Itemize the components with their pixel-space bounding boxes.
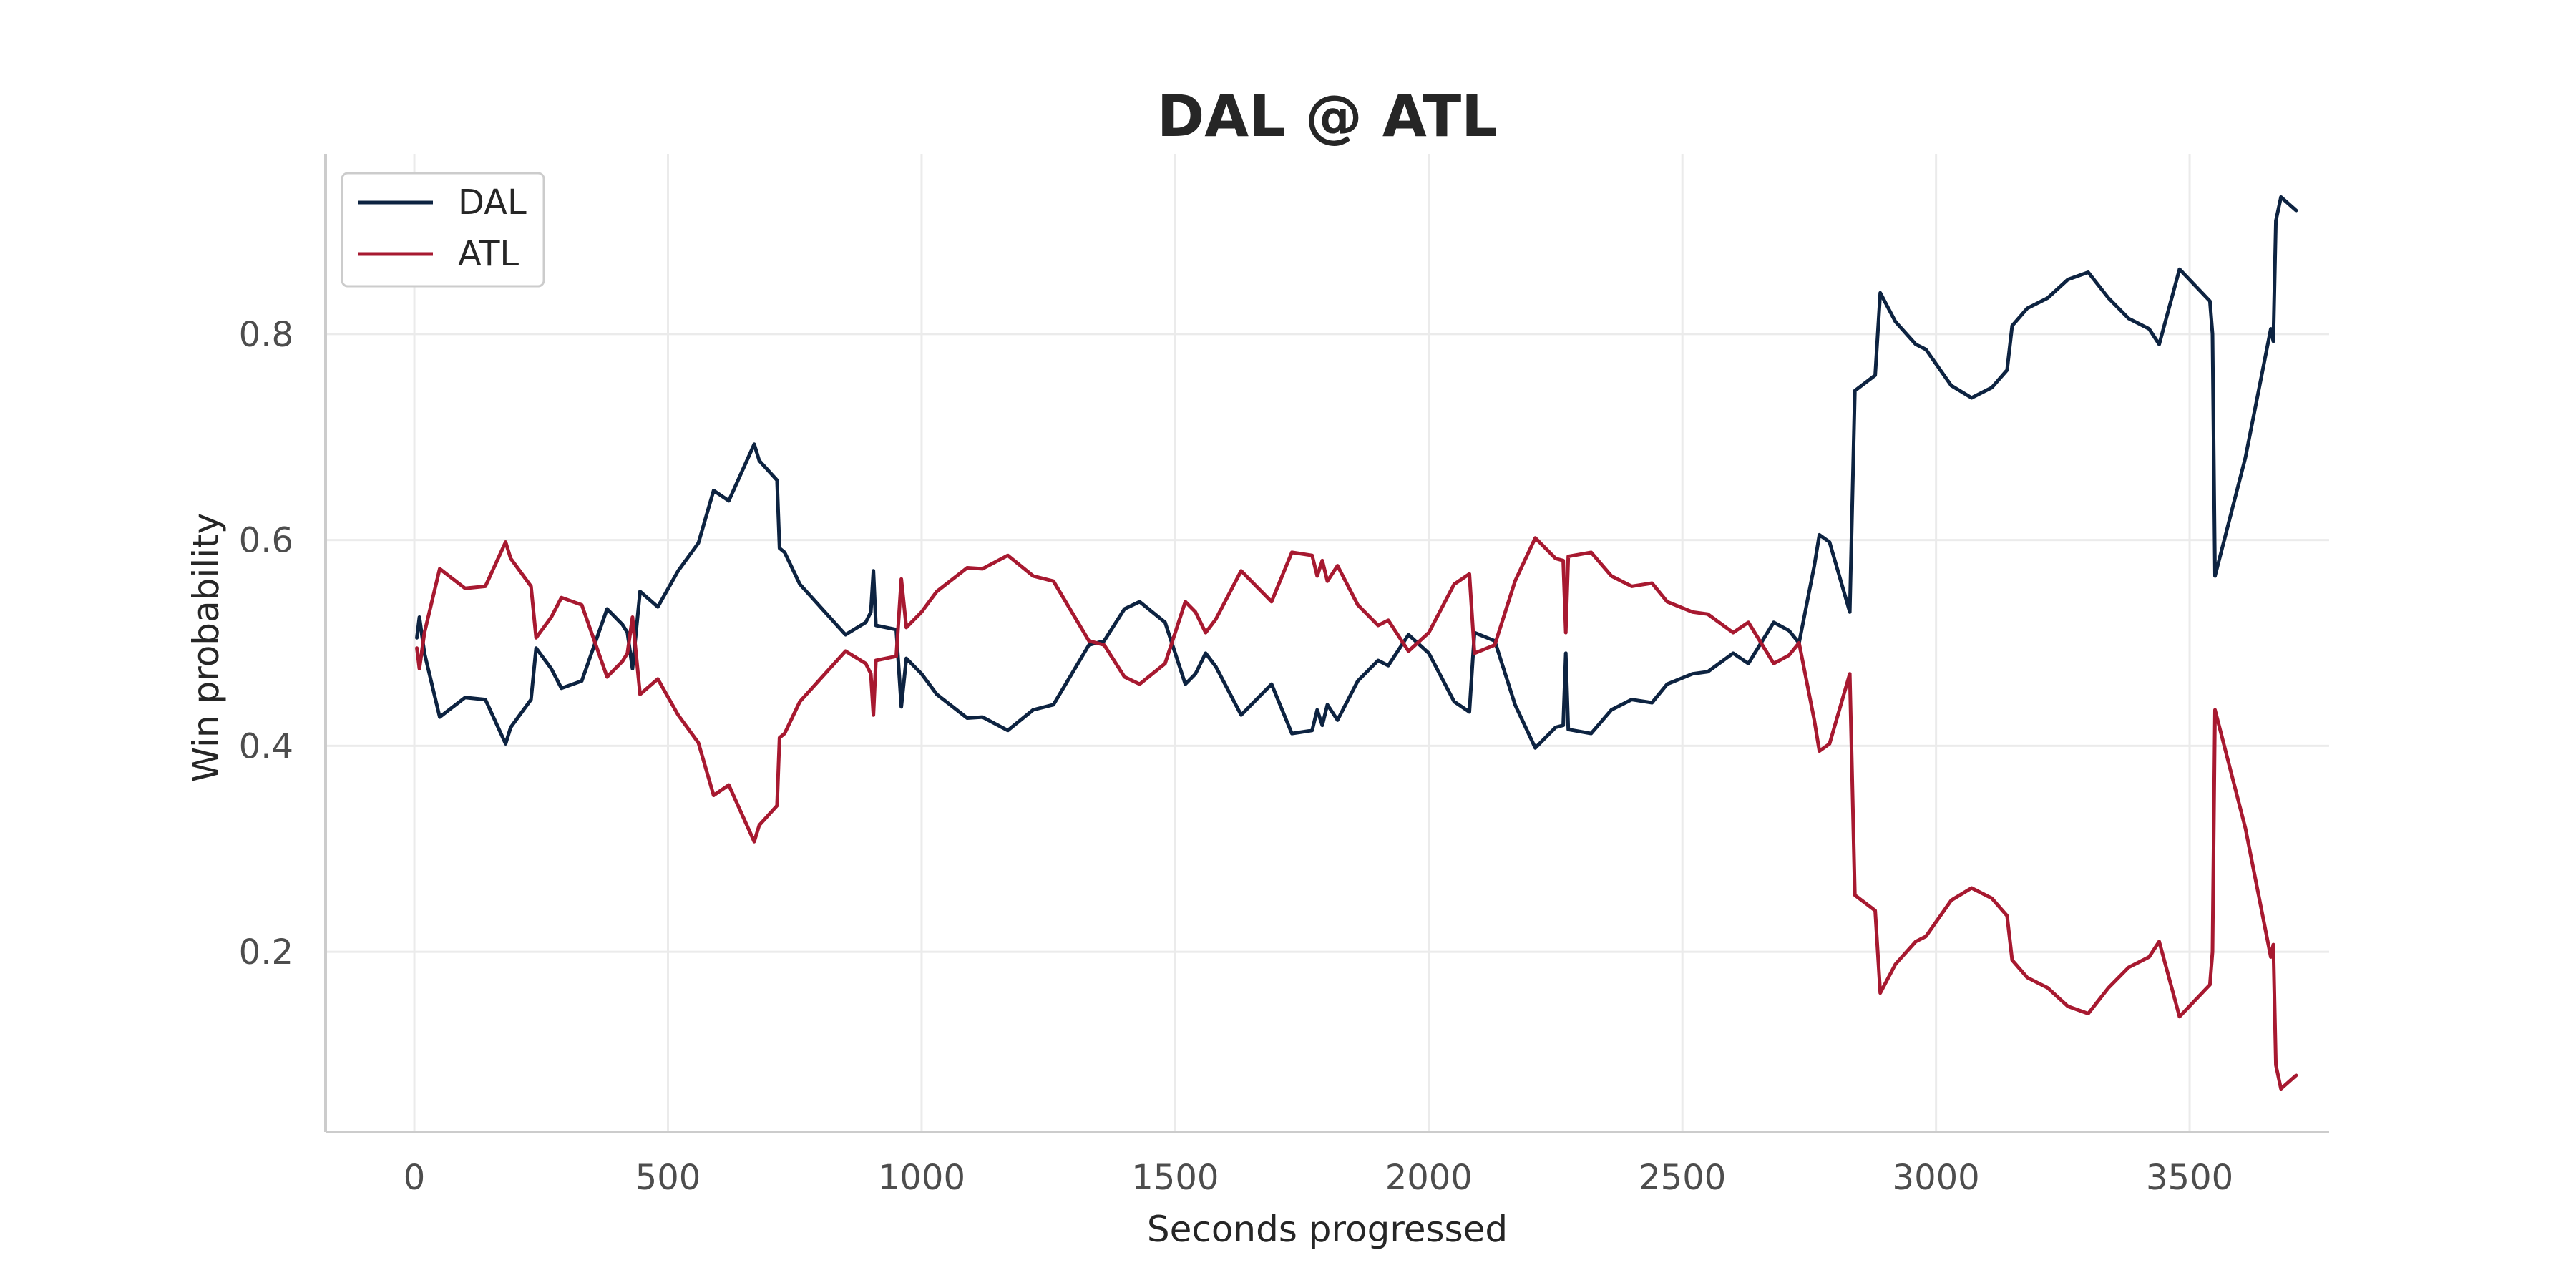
series-line-atl [415,536,2298,1091]
x-axis-label: Seconds progressed [1147,1209,1508,1250]
y-axis-label: Win probability [185,513,227,783]
y-tick-label-0.6: 0.6 [239,521,293,561]
chart-title: DAL @ ATL [1157,83,1498,150]
x-tick-label-3500: 3500 [2146,1158,2233,1198]
x-tick-label-500: 500 [635,1158,701,1198]
y-tick-label-0.4: 0.4 [239,726,293,766]
legend-label-atl: ATL [458,234,519,274]
y-axis-ticks: 0.2 0.4 0.6 0.8 [239,315,293,972]
x-axis-ticks: 0 500 1000 1500 2000 2500 3000 3500 [404,1158,2233,1198]
x-tick-label-1500: 1500 [1131,1158,1219,1198]
legend-label-dal: DAL [458,182,527,223]
y-gridlines [326,333,2329,953]
x-tick-label-1000: 1000 [878,1158,965,1198]
legend: DAL ATL [341,172,545,288]
x-tick-label-0: 0 [404,1158,426,1198]
y-tick-label-0.2: 0.2 [239,932,293,972]
x-tick-label-3000: 3000 [1893,1158,1980,1198]
y-tick-label-0.8: 0.8 [239,315,293,355]
axes-spines [324,154,2329,1133]
x-tick-label-2500: 2500 [1639,1158,1726,1198]
x-gridlines [413,154,2191,1132]
x-tick-label-2000: 2000 [1385,1158,1473,1198]
series-line-dal [415,195,2298,750]
series-lines [415,195,2298,1091]
